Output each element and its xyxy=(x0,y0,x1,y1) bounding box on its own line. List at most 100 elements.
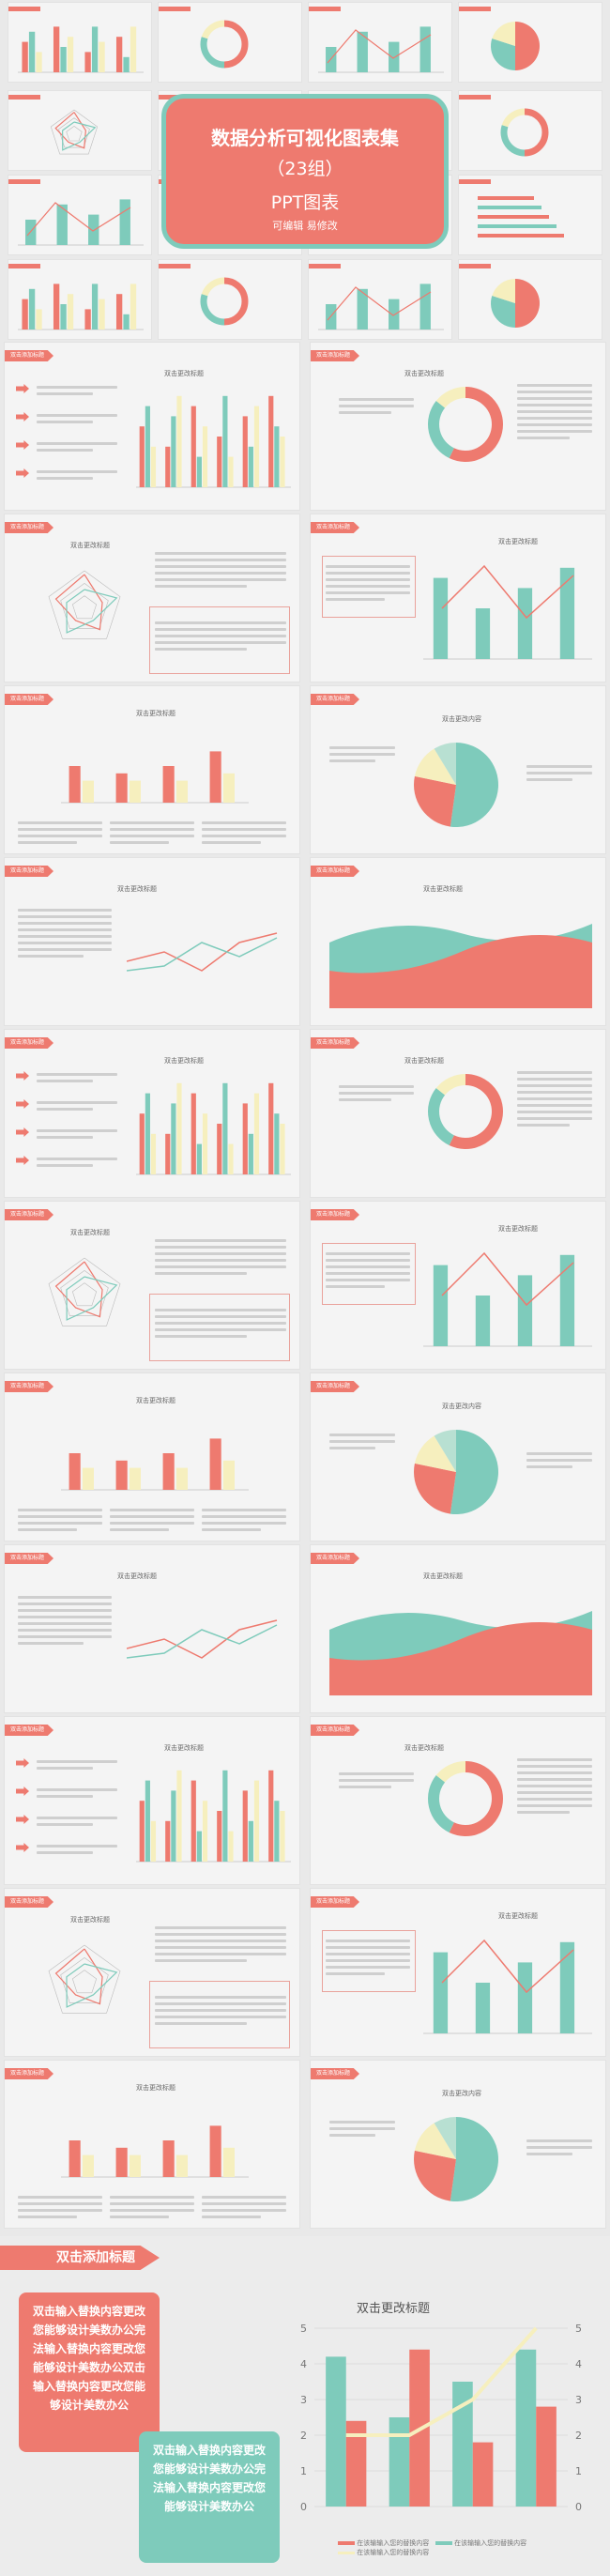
text-line xyxy=(202,835,286,837)
bar xyxy=(202,1113,208,1174)
thumbnail-slide xyxy=(458,2,602,83)
bar xyxy=(253,1780,260,1862)
series-line xyxy=(127,937,278,972)
bar xyxy=(419,26,431,72)
bar xyxy=(222,1460,235,1490)
text-line xyxy=(110,1522,194,1525)
pie-slice xyxy=(434,743,456,785)
slide-tag: 双击添加标题 xyxy=(311,2068,360,2079)
text-line xyxy=(18,1635,112,1638)
series-line xyxy=(127,1619,278,1659)
placeholder-text xyxy=(155,1235,286,1279)
text-line xyxy=(326,1953,410,1955)
area-chart xyxy=(329,1611,592,1695)
bar xyxy=(175,2154,188,2177)
placeholder-text xyxy=(155,1305,286,1342)
placeholder-text xyxy=(37,1785,117,1802)
placeholder-text xyxy=(37,382,117,399)
radar-series xyxy=(66,1963,118,2008)
text-line xyxy=(517,1111,592,1113)
text-line xyxy=(517,437,570,439)
text-line xyxy=(326,1972,385,1975)
text-line xyxy=(339,1772,414,1775)
thumbnail-tag xyxy=(459,95,491,100)
placeholder-text xyxy=(329,1430,395,1453)
bar xyxy=(130,26,137,72)
text-line xyxy=(18,1629,112,1632)
bar xyxy=(209,2125,221,2177)
text-line xyxy=(339,1092,414,1095)
text-line xyxy=(526,1452,592,1455)
series-line xyxy=(26,202,131,237)
arrow-icon xyxy=(16,468,29,478)
text-line xyxy=(155,552,286,555)
slide-tag: 双击添加标题 xyxy=(5,350,54,361)
text-line xyxy=(155,1946,286,1949)
radar-grid xyxy=(60,1957,109,2003)
final-chart-title: 双击更改标题 xyxy=(357,2302,431,2316)
bar xyxy=(36,309,42,330)
text-line xyxy=(202,828,286,831)
placeholder-text xyxy=(155,1923,286,1966)
series-line xyxy=(327,29,432,64)
text-line xyxy=(202,2196,286,2199)
bar xyxy=(222,773,235,803)
text-line xyxy=(37,1817,117,1819)
text-line xyxy=(37,449,94,452)
text-line xyxy=(339,398,414,401)
text-line xyxy=(517,1771,592,1774)
text-line xyxy=(526,772,592,774)
bar xyxy=(82,780,94,803)
bar xyxy=(69,766,81,803)
placeholder-text xyxy=(155,548,286,591)
thumbnail-tag xyxy=(8,179,40,184)
text-frame xyxy=(149,1294,290,1361)
placeholder-text xyxy=(18,905,112,961)
text-line xyxy=(339,1779,414,1782)
text-line xyxy=(517,1078,592,1081)
final-slide-tag: 双击添加标题 xyxy=(0,2246,160,2270)
text-line xyxy=(202,2202,286,2205)
chart-slide: 双击添加标题 双击更改标题 xyxy=(4,1372,300,1541)
placeholder-text xyxy=(517,1755,592,1817)
legend-label-1: 在该输输入您的替换内容 xyxy=(357,2539,430,2547)
bar xyxy=(242,1103,248,1174)
thumbnail-slide xyxy=(8,259,152,340)
text-line xyxy=(155,572,286,575)
donut-segment xyxy=(428,1775,455,1833)
hero-banner: 数据分析可视化图表集 （23组） PPT图表 可编辑 易修改 xyxy=(161,94,449,249)
bar xyxy=(139,1801,145,1862)
bar xyxy=(60,304,67,330)
text-line xyxy=(37,1108,94,1111)
bar xyxy=(129,2154,141,2177)
donut-segment xyxy=(449,1761,503,1836)
chart-slide: 双击添加标题 双击更改标题 xyxy=(4,1888,300,2057)
text-line xyxy=(517,404,592,406)
stacked-bar-chart xyxy=(61,1438,249,1491)
bar xyxy=(69,1453,81,1490)
text-line xyxy=(18,1609,112,1612)
text-line xyxy=(517,410,592,413)
bar xyxy=(515,2349,537,2507)
bar xyxy=(228,1831,234,1862)
thumbnail-chart xyxy=(491,279,540,328)
slide-tag: 双击添加标题 xyxy=(311,350,360,361)
text-line xyxy=(37,1073,117,1076)
text-line xyxy=(517,1778,592,1781)
bar xyxy=(115,37,123,72)
radar-series xyxy=(54,112,86,149)
thumbnail-tag xyxy=(459,179,491,184)
chart-slide: 双击添加标题 双击更改标题 xyxy=(310,342,606,511)
slide-tag: 双击添加标题 xyxy=(311,1896,360,1908)
text-line xyxy=(517,1071,592,1074)
placeholder-text xyxy=(339,1769,414,1792)
text-line xyxy=(326,1265,410,1268)
line-chart xyxy=(127,1619,278,1659)
text-box-teal: 双击输入替换内容更改您能够设计美数办公完法输入替换内容更改您能够设计美数办公 xyxy=(139,2431,280,2563)
radar-grid xyxy=(71,1970,98,1994)
text-frame xyxy=(322,1930,416,1992)
placeholder-text xyxy=(155,1992,286,2029)
text-line xyxy=(18,935,112,938)
radar-grid xyxy=(71,595,98,620)
text-line xyxy=(517,384,592,387)
